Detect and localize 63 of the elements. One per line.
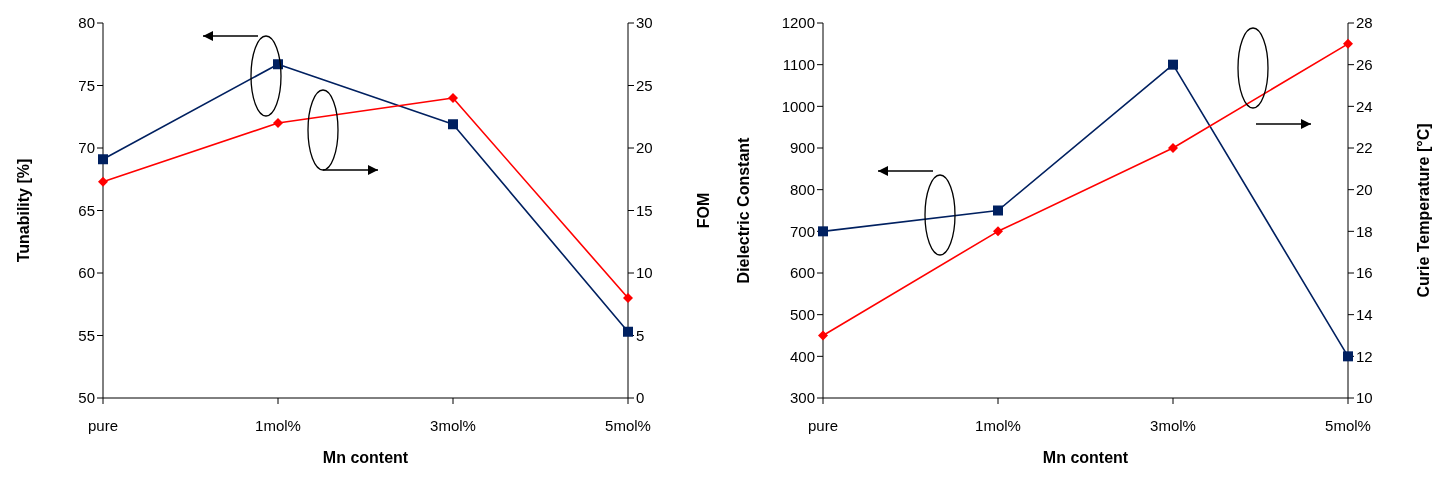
point xyxy=(448,119,458,130)
y-tick-label: 900 xyxy=(789,139,815,157)
y2-tick-label: 26 xyxy=(1356,55,1373,73)
y-tick-label: 700 xyxy=(789,222,815,240)
y-tick-label: 60 xyxy=(78,264,95,282)
y2-tick-label: 20 xyxy=(636,139,653,157)
point xyxy=(623,326,633,337)
y2-tick-label: 14 xyxy=(1356,305,1373,323)
point xyxy=(818,330,828,341)
point xyxy=(273,118,283,128)
y2-tick-label: 24 xyxy=(1356,97,1373,115)
y-tick-label: 500 xyxy=(789,305,815,323)
y2-tick-label: 16 xyxy=(1356,264,1373,282)
y-tick-label: 400 xyxy=(789,347,815,365)
point xyxy=(1168,59,1178,70)
y-tick-label: 1000 xyxy=(781,97,815,115)
y2-tick-label: 0 xyxy=(636,389,645,407)
y2-tick-label: 12 xyxy=(1356,347,1373,365)
y-tick-label: 600 xyxy=(789,264,815,282)
y-axis-title: Tunability [%] xyxy=(14,158,32,263)
y2-tick-label: 5 xyxy=(636,326,645,344)
x-tick-label: 1mol% xyxy=(975,416,1021,434)
y-tick-label: 300 xyxy=(789,389,815,407)
y-tick-label: 1100 xyxy=(782,55,815,73)
x-tick-label: pure xyxy=(87,416,119,434)
y2-tick-label: 25 xyxy=(636,76,653,94)
x-tick-label: pure xyxy=(807,416,839,434)
x-tick-label: 1mol% xyxy=(255,416,301,434)
y2-tick-label: 15 xyxy=(636,201,653,219)
y-tick-label: 70 xyxy=(78,139,95,157)
y-tick-label: 50 xyxy=(78,389,95,407)
y2-axis-title: Curie Temperature [°C] xyxy=(1414,123,1432,298)
point xyxy=(993,205,1003,216)
y-tick-label: 1200 xyxy=(781,14,815,32)
y2-tick-label: 10 xyxy=(636,264,653,282)
point xyxy=(98,154,108,165)
x-tick-label: 5mol% xyxy=(1325,416,1371,434)
y2-tick-label: 28 xyxy=(1356,14,1373,32)
point xyxy=(448,93,458,103)
y2-axis-title: FOM xyxy=(694,192,712,229)
y2-tick-label: 22 xyxy=(1356,139,1373,157)
x-axis-title: Mn content xyxy=(1042,449,1129,466)
y-tick-label: 75 xyxy=(78,76,95,94)
y-tick-label: 65 xyxy=(78,201,95,219)
x-axis-title: Mn content xyxy=(322,449,409,466)
y-tick-label: 55 xyxy=(78,326,95,344)
point xyxy=(623,293,633,303)
point xyxy=(1343,351,1353,362)
point xyxy=(1168,143,1178,153)
y-axis-title: Dielectric Constant xyxy=(734,136,752,284)
y2-tick-label: 30 xyxy=(636,14,653,32)
point xyxy=(1343,38,1353,49)
y2-tick-label: 20 xyxy=(1356,180,1373,198)
y-tick-label: 800 xyxy=(789,180,815,198)
x-tick-label: 5mol% xyxy=(605,416,651,434)
y2-tick-label: 10 xyxy=(1356,389,1373,407)
x-tick-label: 3mol% xyxy=(430,416,476,434)
point xyxy=(818,226,828,237)
point xyxy=(993,226,1003,237)
x-tick-label: 3mol% xyxy=(1150,416,1196,434)
point xyxy=(98,176,108,187)
y2-tick-label: 18 xyxy=(1356,222,1373,240)
y-tick-label: 80 xyxy=(78,14,95,32)
